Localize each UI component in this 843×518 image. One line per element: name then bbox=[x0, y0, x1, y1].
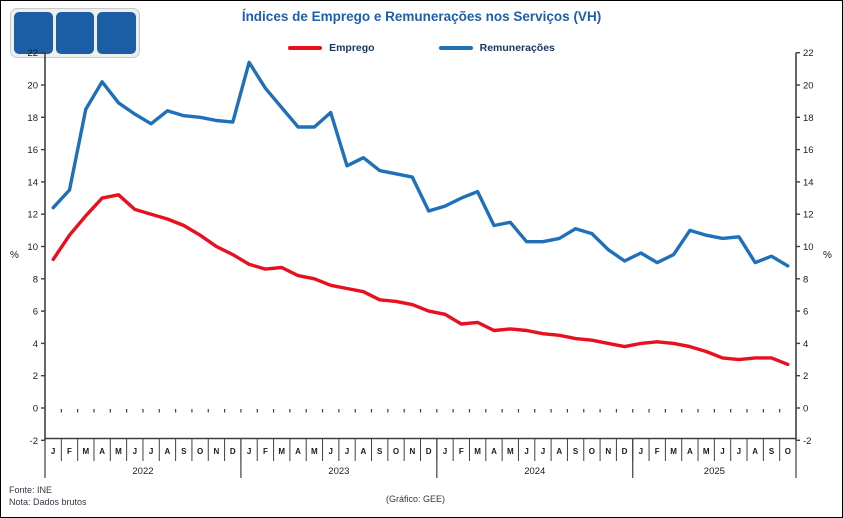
x-month-label: F bbox=[263, 447, 268, 456]
x-month-label: N bbox=[214, 447, 220, 456]
x-month-label: S bbox=[181, 447, 187, 456]
legend-swatch-emprego bbox=[288, 46, 323, 50]
x-month-label: J bbox=[443, 447, 447, 456]
x-month-label: M bbox=[311, 447, 318, 456]
x-month-label: A bbox=[99, 447, 105, 456]
y-tick-label-left: 18 bbox=[27, 113, 38, 124]
x-month-label: N bbox=[605, 447, 611, 456]
y-tick-label-right: 12 bbox=[803, 210, 814, 221]
y-tick-label-right: 2 bbox=[803, 371, 808, 382]
legend-item-emprego: Emprego bbox=[288, 42, 375, 54]
x-month-label: O bbox=[785, 447, 791, 456]
x-month-label: S bbox=[573, 447, 579, 456]
x-month-label: O bbox=[393, 447, 399, 456]
y-tick-label-left: 6 bbox=[33, 307, 38, 318]
chart-title: Índices de Emprego e Remunerações nos Se… bbox=[241, 9, 602, 24]
x-month-label: M bbox=[670, 447, 677, 456]
y-tick-label-right: 6 bbox=[803, 307, 808, 318]
x-month-label: F bbox=[655, 447, 660, 456]
y-tick-label-left: 12 bbox=[27, 210, 38, 221]
x-month-label: A bbox=[491, 447, 497, 456]
x-month-label: M bbox=[115, 447, 122, 456]
series-line-remunerações bbox=[51, 60, 790, 268]
y-tick-label-right: 10 bbox=[803, 242, 814, 253]
x-month-label: F bbox=[67, 447, 72, 456]
y-tick-label-right: 8 bbox=[803, 274, 808, 285]
x-month-label: J bbox=[541, 447, 545, 456]
y-tick-label-right: 14 bbox=[803, 177, 814, 188]
y-tick-label-left: 4 bbox=[33, 339, 38, 350]
x-month-label: J bbox=[149, 447, 153, 456]
x-month-label: F bbox=[459, 447, 464, 456]
x-month-label: D bbox=[622, 447, 628, 456]
x-year-label: 2025 bbox=[704, 466, 725, 477]
x-month-label: J bbox=[737, 447, 741, 456]
y-tick-label-right: 0 bbox=[803, 404, 808, 415]
y-tick-label-right: 4 bbox=[803, 339, 808, 350]
x-month-label: A bbox=[752, 447, 758, 456]
x-month-label: J bbox=[639, 447, 643, 456]
legend-item-remuneracoes: Remunerações bbox=[438, 42, 555, 54]
legend: Emprego Remunerações bbox=[1, 42, 842, 54]
x-month-label: A bbox=[687, 447, 693, 456]
x-month-label: M bbox=[507, 447, 514, 456]
x-month-label: D bbox=[426, 447, 432, 456]
y-tick-label-left: 16 bbox=[27, 145, 38, 156]
x-month-label: J bbox=[328, 447, 332, 456]
y-tick-label-left: 10 bbox=[27, 242, 38, 253]
y-tick-label-left: -2 bbox=[30, 436, 38, 447]
y-tick-label-left: 2 bbox=[33, 371, 38, 382]
x-year-label: 2022 bbox=[132, 466, 153, 477]
x-month-label: D bbox=[230, 447, 236, 456]
x-month-label: A bbox=[165, 447, 171, 456]
y-tick-label-left: 22 bbox=[27, 48, 38, 59]
y-tick-label-left: 8 bbox=[33, 274, 38, 285]
legend-label-remuneracoes: Remunerações bbox=[479, 42, 555, 54]
series-line-emprego bbox=[51, 193, 790, 367]
y-tick-label-right: -2 bbox=[803, 436, 811, 447]
credit-note: (Gráfico: GEE) bbox=[386, 494, 446, 504]
x-month-label: J bbox=[51, 447, 55, 456]
x-month-label: M bbox=[278, 447, 285, 456]
logo-square-3 bbox=[97, 12, 137, 54]
x-year-label: 2023 bbox=[328, 466, 349, 477]
x-month-label: S bbox=[377, 447, 383, 456]
y-tick-label-left: 20 bbox=[27, 81, 38, 92]
three-blue-squares-logo bbox=[10, 8, 140, 58]
x-month-label: J bbox=[524, 447, 528, 456]
legend-swatch-remuneracoes bbox=[438, 46, 473, 50]
y-axis-unit-left: % bbox=[10, 250, 19, 261]
x-month-label: A bbox=[360, 447, 366, 456]
y-tick-label-right: 16 bbox=[803, 145, 814, 156]
x-month-label: S bbox=[769, 447, 775, 456]
data-note: Nota: Dados brutos bbox=[9, 497, 87, 507]
x-month-label: O bbox=[197, 447, 203, 456]
y-tick-label-right: 22 bbox=[803, 48, 814, 59]
logo-square-2 bbox=[55, 12, 95, 54]
logo-square-1 bbox=[14, 12, 53, 54]
y-tick-label-right: 18 bbox=[803, 113, 814, 124]
legend-label-emprego: Emprego bbox=[329, 42, 375, 54]
y-tick-label-right: 20 bbox=[803, 81, 814, 92]
x-month-label: M bbox=[82, 447, 89, 456]
x-month-label: A bbox=[295, 447, 301, 456]
x-month-label: A bbox=[556, 447, 562, 456]
x-month-label: J bbox=[345, 447, 349, 456]
x-month-label: J bbox=[720, 447, 724, 456]
x-month-label: J bbox=[247, 447, 251, 456]
y-tick-label-left: 0 bbox=[33, 404, 38, 415]
x-month-label: J bbox=[133, 447, 137, 456]
y-axis-unit-right: % bbox=[823, 250, 832, 261]
x-month-label: N bbox=[409, 447, 415, 456]
x-month-label: O bbox=[589, 447, 595, 456]
x-month-label: M bbox=[703, 447, 710, 456]
y-tick-label-left: 14 bbox=[27, 177, 38, 188]
x-year-label: 2024 bbox=[524, 466, 545, 477]
source-note: Fonte: INE bbox=[9, 485, 53, 495]
x-month-label: M bbox=[474, 447, 481, 456]
